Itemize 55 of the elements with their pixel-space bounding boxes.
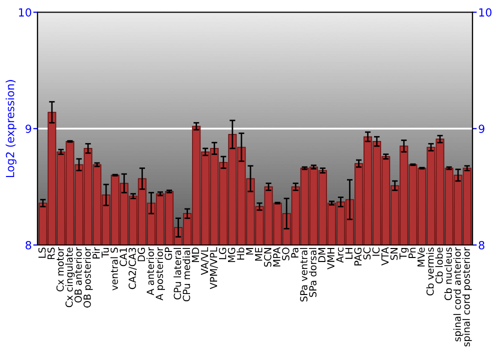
x-tick-label: ventral S [110,248,118,290]
x-tick-label: CA2/CA3 [128,248,137,290]
y2-tick-label: 9 [478,124,484,134]
x-tick-label: M [246,248,254,255]
x-tick-label: MD [192,248,200,262]
x-tick-label: LS [38,248,46,258]
x-tick-label: GP [164,247,172,260]
x-tick-label: SPa ventral [300,248,308,302]
x-tick-label: spinal cord posterior [462,247,472,346]
y-tick-label: 8 [26,240,32,250]
y2-tick-label: 8 [478,240,484,250]
x-tick-label: LH [345,248,352,259]
x-tick-label: Pn [408,248,416,258]
x-tick-label: Pir [92,247,100,258]
x-tick-label: RS [47,248,55,260]
x-tick-label: A anterior [146,247,154,296]
x-tick-label: OB posterior [83,247,93,308]
x-tick-label: VPM/VPL [210,247,218,290]
y2-tick-label: 10 [479,8,492,17]
x-tick-label: CPu lateral [174,248,182,300]
x-tick-label: LG [218,248,226,260]
x-tick-label: Cb lobe [435,248,443,284]
x-tick-label: spinal cord anterior [453,247,463,342]
x-tick-label: VMH [327,248,334,270]
x-tick-label: MVe [418,248,425,266]
x-tick-label: SC [363,248,371,260]
x-tick-label: MG [228,248,236,262]
x-tick-label: Cx cingulate [65,248,75,308]
x-tick-label: Hb [236,248,244,260]
x-tick-label: CA1 [120,248,127,266]
x-tick-label: Arc [336,248,344,263]
x-tick-label: SN [390,248,398,260]
x-tick-label: PAG [354,248,362,266]
x-tick-label: OB anterior [74,247,82,303]
x-tick-label: Tg [400,248,409,260]
x-tick-label: IC [372,248,380,256]
x-tick-label: CPu medial [182,248,190,302]
x-tick-label: DM [318,248,326,262]
x-tick-label: VTA [381,247,389,266]
x-tick-label: SO [282,248,290,260]
x-tick-label: VA/VL [200,247,209,276]
y-axis-title: Log2 (expression) [6,80,16,178]
x-tick-label: SPa dorsal [308,248,316,297]
x-tick-label: DG [138,248,146,262]
x-tick-label: Cb vermis [426,248,434,296]
x-tick-label: ME [255,248,262,261]
y-tick-label: 9 [26,124,32,134]
y-tick-label: 10 [19,8,32,17]
x-tick-label: A posterior [156,247,165,300]
x-tick-label: Cx motor [56,247,64,292]
x-tick-label: MPA [273,247,280,266]
x-tick-label: Pa [291,248,298,258]
x-tick-label: Tu [102,248,109,258]
x-tick-label: SCN [264,248,272,267]
x-tick-label: Cb nucleus [444,248,452,300]
